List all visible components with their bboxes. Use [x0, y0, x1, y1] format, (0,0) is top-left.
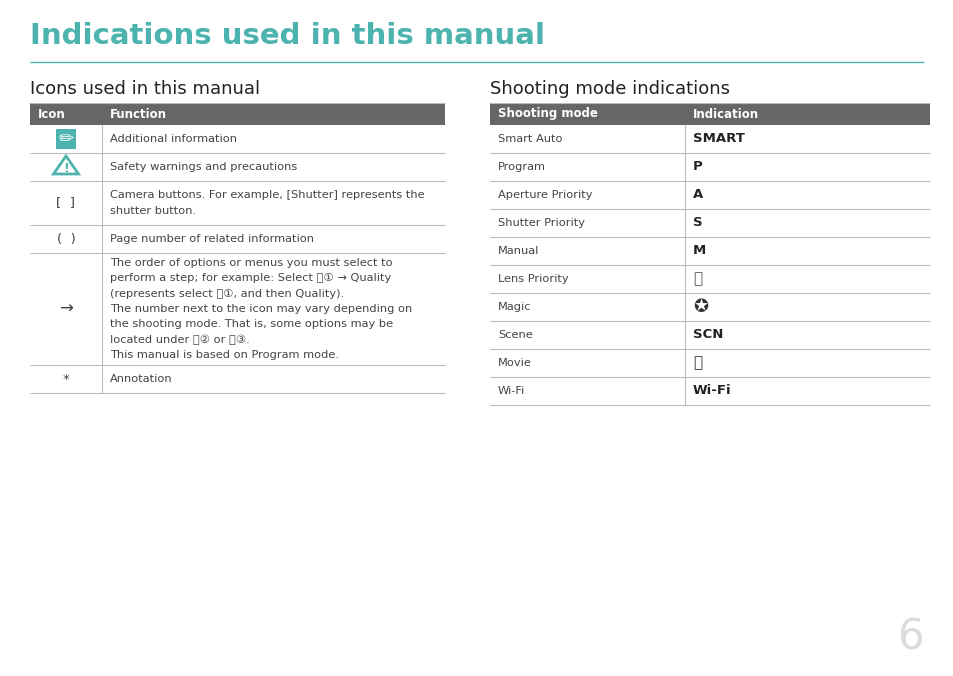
FancyBboxPatch shape	[490, 125, 929, 153]
FancyBboxPatch shape	[490, 181, 929, 209]
FancyBboxPatch shape	[490, 209, 929, 237]
FancyBboxPatch shape	[30, 365, 444, 393]
Text: Page number of related information: Page number of related information	[110, 234, 314, 244]
FancyBboxPatch shape	[490, 237, 929, 265]
Text: perform a step; for example: Select ⓞ① → Quality: perform a step; for example: Select ⓞ① →…	[110, 273, 391, 283]
Text: P: P	[692, 160, 702, 174]
Text: 🎬: 🎬	[692, 356, 701, 370]
FancyBboxPatch shape	[30, 181, 444, 225]
Text: Annotation: Annotation	[110, 374, 172, 384]
Text: Aperture Priority: Aperture Priority	[497, 190, 592, 200]
Text: !: !	[63, 162, 69, 176]
Text: This manual is based on Program mode.: This manual is based on Program mode.	[110, 350, 338, 360]
Text: (  ): ( )	[56, 233, 75, 245]
Text: Lens Priority: Lens Priority	[497, 274, 568, 284]
FancyBboxPatch shape	[30, 125, 444, 153]
Text: Shooting mode: Shooting mode	[497, 107, 598, 120]
Text: S: S	[692, 216, 702, 229]
FancyBboxPatch shape	[30, 225, 444, 253]
Text: M: M	[692, 245, 705, 258]
Text: Magic: Magic	[497, 302, 531, 312]
Text: The number next to the icon may vary depending on: The number next to the icon may vary dep…	[110, 304, 412, 314]
Text: Scene: Scene	[497, 330, 532, 340]
FancyBboxPatch shape	[490, 103, 929, 125]
Text: SCN: SCN	[692, 329, 722, 341]
FancyBboxPatch shape	[30, 103, 444, 125]
Text: *: *	[63, 372, 70, 385]
Text: Program: Program	[497, 162, 545, 172]
Text: Function: Function	[110, 107, 167, 120]
Text: Wi-Fi: Wi-Fi	[692, 385, 731, 397]
Text: →: →	[59, 300, 72, 318]
Text: Safety warnings and precautions: Safety warnings and precautions	[110, 162, 297, 172]
Text: shutter button.: shutter button.	[110, 206, 196, 216]
Text: A: A	[692, 189, 702, 201]
Text: Icon: Icon	[38, 107, 66, 120]
Text: ⓘ: ⓘ	[692, 272, 701, 287]
FancyBboxPatch shape	[56, 129, 76, 149]
Text: Indication: Indication	[692, 107, 759, 120]
Text: Smart Auto: Smart Auto	[497, 134, 562, 144]
Text: SMART: SMART	[692, 132, 744, 145]
Text: the shooting mode. That is, some options may be: the shooting mode. That is, some options…	[110, 319, 393, 329]
Text: Indications used in this manual: Indications used in this manual	[30, 22, 544, 50]
FancyBboxPatch shape	[490, 377, 929, 405]
Text: The order of options or menus you must select to: The order of options or menus you must s…	[110, 258, 393, 268]
Text: 6: 6	[897, 616, 923, 658]
Text: located under ⓞ② or ⓞ③.: located under ⓞ② or ⓞ③.	[110, 335, 250, 345]
Text: Manual: Manual	[497, 246, 538, 256]
Text: Icons used in this manual: Icons used in this manual	[30, 80, 260, 98]
FancyBboxPatch shape	[30, 253, 444, 365]
FancyBboxPatch shape	[490, 321, 929, 349]
Text: Additional information: Additional information	[110, 134, 236, 144]
FancyBboxPatch shape	[490, 265, 929, 293]
Text: (represents select ⓞ①, and then Quality).: (represents select ⓞ①, and then Quality)…	[110, 289, 344, 299]
Text: Camera buttons. For example, [Shutter] represents the: Camera buttons. For example, [Shutter] r…	[110, 190, 424, 200]
Text: ✏: ✏	[58, 130, 73, 148]
Text: Shutter Priority: Shutter Priority	[497, 218, 584, 228]
Text: Shooting mode indications: Shooting mode indications	[490, 80, 729, 98]
Text: ✪: ✪	[692, 298, 707, 316]
FancyBboxPatch shape	[490, 293, 929, 321]
FancyBboxPatch shape	[490, 153, 929, 181]
Text: Wi-Fi: Wi-Fi	[497, 386, 525, 396]
Text: Movie: Movie	[497, 358, 532, 368]
Text: [  ]: [ ]	[56, 197, 75, 210]
FancyBboxPatch shape	[490, 349, 929, 377]
FancyBboxPatch shape	[30, 153, 444, 181]
